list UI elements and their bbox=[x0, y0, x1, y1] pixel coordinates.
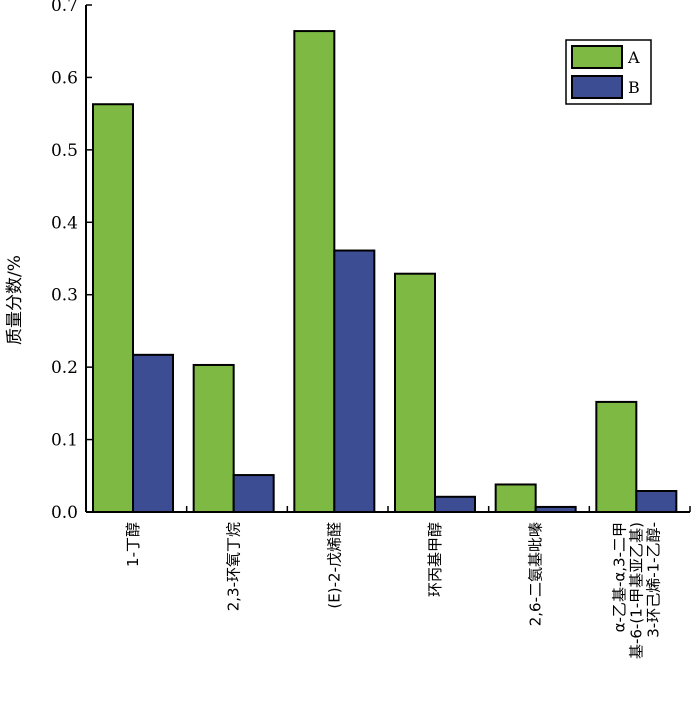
category-labels: 1-丁醇 2,3-环氧丁烷 (E)-2-戊烯醛 环丙基甲醇 2,6-二氨基吡嗪 α-乙基-… bbox=[124, 522, 662, 659]
category-label: 1-丁醇 bbox=[124, 522, 142, 567]
y-axis-label: 质量分数/% bbox=[5, 255, 25, 345]
y-tick-label: 0.4 bbox=[51, 213, 78, 233]
category-label: 2,3-环氧丁烷 bbox=[225, 522, 243, 611]
legend-label-A: A bbox=[627, 48, 640, 67]
y-tick-label: 0.5 bbox=[51, 141, 78, 161]
y-tick-label: 0.3 bbox=[51, 286, 78, 306]
category-label: α-乙基-α,3-二甲 bbox=[610, 522, 628, 632]
bar-B-2 bbox=[333, 249, 376, 513]
bar-B-0 bbox=[132, 353, 174, 513]
legend: AB bbox=[565, 39, 652, 105]
category-label: 3-环己烯-1-乙醇- bbox=[644, 522, 662, 638]
bar-B-1 bbox=[232, 474, 275, 514]
legend-swatch-A bbox=[571, 45, 623, 69]
y-tick-label: 0.7 bbox=[51, 0, 78, 16]
bar-B-5 bbox=[635, 489, 678, 514]
category-label: 环丙基甲醇 bbox=[426, 522, 444, 597]
bar-B-3 bbox=[434, 495, 476, 514]
axes: 0.0 0.1 0.2 0.3 0.4 0.5 0.6 0.7 bbox=[51, 0, 691, 523]
bar-A-4 bbox=[494, 483, 537, 513]
category-label: 2,6-二氨基吡嗪 bbox=[527, 522, 545, 626]
legend-swatch-B bbox=[571, 75, 623, 99]
y-tick-label: 0.6 bbox=[51, 68, 78, 88]
category-label: (E)-2-戊烯醛 bbox=[325, 522, 343, 609]
bar-A-2 bbox=[293, 30, 336, 514]
legend-label-B: B bbox=[628, 78, 640, 97]
y-tick-label: 0.2 bbox=[51, 358, 78, 378]
y-tick-label: 0.0 bbox=[51, 503, 78, 523]
bar-B-4 bbox=[534, 505, 577, 513]
category-label: 基-6-(1-甲基亚乙基) bbox=[627, 522, 645, 659]
bars bbox=[92, 30, 678, 514]
bar-A-5 bbox=[595, 400, 638, 513]
bar-A-0 bbox=[92, 103, 134, 513]
bar-A-3 bbox=[394, 272, 436, 513]
bar-A-1 bbox=[192, 363, 235, 513]
y-tick-label: 0.1 bbox=[51, 431, 78, 451]
